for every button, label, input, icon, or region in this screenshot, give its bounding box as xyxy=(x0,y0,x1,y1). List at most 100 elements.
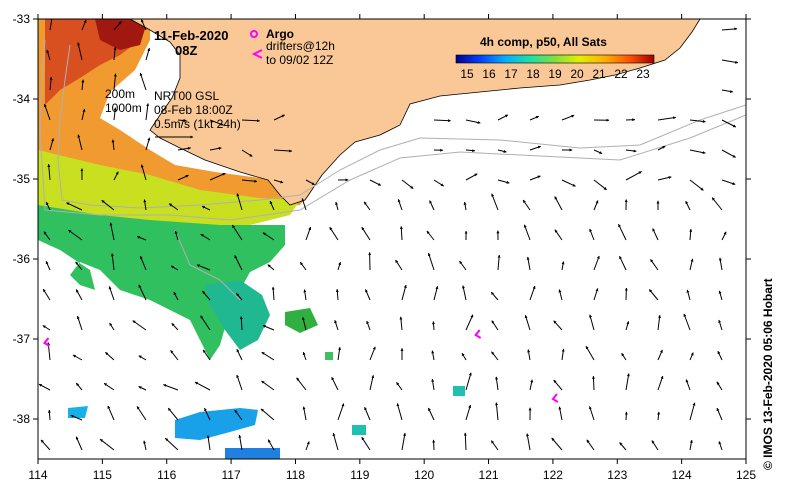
velocity-arrow xyxy=(42,325,51,331)
velocity-arrow xyxy=(167,407,179,421)
sst-patch-teal xyxy=(205,280,270,350)
velocity-arrow xyxy=(111,139,115,151)
velocity-arrow xyxy=(76,315,83,331)
velocity-arrow xyxy=(364,406,371,421)
velocity-arrow xyxy=(369,375,375,391)
velocity-arrow xyxy=(241,119,260,123)
velocity-arrow xyxy=(139,255,147,271)
velocity-arrow xyxy=(401,432,407,451)
velocity-arrow xyxy=(593,200,599,211)
velocity-arrow xyxy=(396,403,403,421)
velocity-arrow xyxy=(262,325,275,331)
date-label: 11-Feb-2020 xyxy=(154,28,228,43)
velocity-arrow xyxy=(143,440,147,451)
x-tick-label: 118 xyxy=(286,468,305,482)
velocity-arrow xyxy=(553,379,563,391)
velocity-arrow xyxy=(105,351,115,361)
velocity-arrow xyxy=(397,199,403,211)
velocity-arrow xyxy=(529,145,541,151)
velocity-arrow xyxy=(337,261,342,271)
velocity-arrow xyxy=(497,114,509,121)
velocity-arrow xyxy=(209,119,224,126)
velocity-arrow xyxy=(651,440,659,451)
argo-icon xyxy=(250,30,258,38)
velocity-arrow xyxy=(77,42,83,61)
velocity-arrow xyxy=(491,320,499,331)
velocity-arrow xyxy=(721,149,736,158)
velocity-arrow xyxy=(72,354,83,361)
velocity-arrow xyxy=(657,176,672,181)
velocity-arrow xyxy=(689,352,694,361)
velocity-arrow xyxy=(335,288,339,301)
velocity-arrow xyxy=(465,149,476,153)
velocity-arrow xyxy=(657,145,666,151)
velocity-arrow xyxy=(145,47,151,61)
velocity-arrow xyxy=(716,381,723,391)
velocity-arrow xyxy=(173,291,179,301)
y-tick-label: -38 xyxy=(13,412,31,426)
velocity-arrow xyxy=(145,103,150,121)
velocity-arrow xyxy=(145,137,151,151)
velocity-arrow xyxy=(75,289,83,301)
velocity-arrow xyxy=(495,402,499,421)
sst-patch-red xyxy=(95,19,148,50)
velocity-arrow xyxy=(625,171,642,181)
velocity-arrow xyxy=(363,201,371,211)
velocity-arrow xyxy=(495,376,499,391)
velocity-arrow xyxy=(433,179,444,187)
velocity-arrow xyxy=(689,228,693,241)
velocity-arrow xyxy=(718,319,723,331)
velocity-arrow xyxy=(273,114,285,121)
velocity-arrow xyxy=(589,314,595,331)
velocity-arrow xyxy=(103,382,115,391)
velocity-arrow xyxy=(140,164,147,181)
velocity-arrow xyxy=(689,439,693,451)
velocity-arrow xyxy=(267,439,275,451)
velocity-arrow xyxy=(177,146,191,151)
velocity-arrow xyxy=(301,198,307,211)
velocity-arrow xyxy=(107,405,115,421)
velocity-arrow xyxy=(200,315,211,331)
current-source: NRT00 GSL xyxy=(154,89,219,103)
velocity-arrow xyxy=(239,316,243,331)
velocity-arrow xyxy=(427,252,435,271)
velocity-arrow xyxy=(718,441,723,451)
y-tick-label: -34 xyxy=(13,92,31,106)
velocity-arrow xyxy=(523,224,531,241)
velocity-arrow xyxy=(433,286,439,301)
velocity-arrow xyxy=(401,179,414,189)
velocity-arrow xyxy=(399,226,403,241)
velocity-arrow xyxy=(81,79,85,91)
velocity-arrow xyxy=(463,432,467,451)
velocity-arrow xyxy=(648,289,659,301)
velocity-arrow xyxy=(686,289,691,301)
x-tick-label: 123 xyxy=(607,468,627,482)
velocity-arrow xyxy=(689,119,706,123)
velocity-arrow xyxy=(177,174,189,181)
velocity-arrow xyxy=(170,350,179,361)
velocity-arrow xyxy=(361,437,371,451)
y-tick-label: -35 xyxy=(13,172,31,186)
velocity-arrow xyxy=(337,403,345,421)
velocity-arrow xyxy=(238,434,243,451)
sst-patch-cyan xyxy=(175,408,258,440)
velocity-arrow xyxy=(657,349,663,361)
velocity-arrow xyxy=(721,59,739,64)
velocity-arrow xyxy=(110,253,115,271)
sst-patch-cyan-small xyxy=(68,406,88,418)
velocity-arrow xyxy=(497,149,507,153)
velocity-arrow xyxy=(459,260,467,271)
drifters-line2: to 09/02 12Z xyxy=(266,53,333,67)
velocity-arrow xyxy=(718,290,723,301)
velocity-arrow xyxy=(593,288,599,301)
x-tick-label: 114 xyxy=(28,468,47,482)
current-datetime: 08-Feb 18:00Z xyxy=(154,103,233,117)
contour-deep xyxy=(174,229,241,301)
velocity-arrow xyxy=(109,222,115,241)
velocity-arrow xyxy=(335,201,339,211)
velocity-arrow xyxy=(717,350,723,361)
colorbar-tick-label: 16 xyxy=(482,67,496,81)
velocity-arrow xyxy=(689,258,694,271)
velocity-arrow xyxy=(174,230,179,241)
